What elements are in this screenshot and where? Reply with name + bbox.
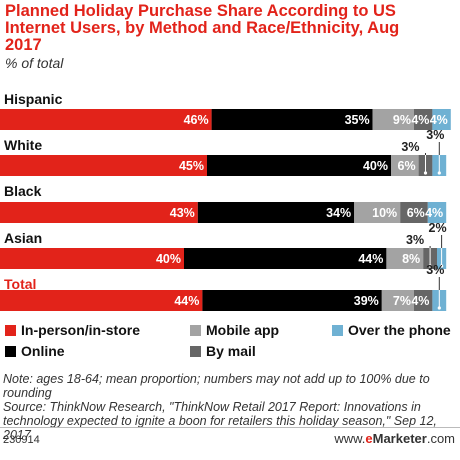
- leader-dot-total-over-the-phone: [437, 306, 441, 310]
- legend-label-online: Online: [21, 343, 65, 359]
- bar-hispanic-in-person-in-store: [0, 109, 212, 130]
- brand-name: Marketer: [372, 431, 427, 446]
- value-label-black-by-mail: 6%: [407, 206, 425, 220]
- legend-item-by-mail: By mail: [190, 343, 256, 359]
- leader-dot-asian-by-mail: [428, 264, 432, 268]
- legend-item-over-the-phone: Over the phone: [332, 322, 451, 338]
- chart-subtitle: % of total: [5, 55, 64, 71]
- category-label-white: White: [4, 137, 42, 153]
- legend-swatch-by-mail: [190, 345, 201, 357]
- value-label-total-online: 39%: [354, 294, 379, 308]
- legend-label-by-mail: By mail: [206, 343, 256, 359]
- value-label-white-online: 40%: [363, 159, 388, 173]
- value-label-hispanic-by-mail: 4%: [411, 113, 429, 127]
- source-text: Source: ThinkNow Research, "ThinkNow Ret…: [3, 400, 437, 442]
- value-label-asian-in-person-in-store: 40%: [156, 252, 181, 266]
- legend-swatch-in-person: [5, 324, 16, 336]
- value-label-asian-over-the-phone: 2%: [429, 221, 447, 235]
- value-label-total-mobile-app: 7%: [393, 294, 411, 308]
- value-label-black-mobile-app: 10%: [372, 206, 397, 220]
- value-label-total-over-the-phone: 3%: [426, 263, 444, 277]
- value-label-black-in-person-in-store: 43%: [170, 206, 195, 220]
- bar-black-by-mail: [400, 202, 428, 223]
- chart-id: 230914: [3, 434, 40, 446]
- note-text: Note: ages 18-64; mean proportion; numbe…: [3, 372, 430, 400]
- legend-item-in-person: In-person/in-store: [5, 322, 140, 338]
- brand-link[interactable]: www.eMarketer.com: [334, 431, 455, 446]
- value-label-hispanic-online: 35%: [345, 113, 370, 127]
- value-label-hispanic-over-the-phone: 4%: [430, 113, 448, 127]
- leader-dot-asian-over-the-phone: [440, 264, 444, 268]
- legend-label-in-person: In-person/in-store: [21, 322, 141, 338]
- brand-suffix: .com: [426, 431, 455, 446]
- leader-dot-white-over-the-phone: [437, 171, 441, 175]
- leader-dot-white-by-mail: [423, 171, 428, 175]
- value-label-white-mobile-app: 6%: [398, 159, 416, 173]
- bar-asian-mobile-app: [386, 248, 424, 269]
- bar-black-online: [197, 202, 355, 223]
- footer-divider: [0, 427, 460, 428]
- value-label-asian-online: 44%: [358, 252, 383, 266]
- bar-white-in-person-in-store: [0, 155, 207, 176]
- legend-item-online: Online: [5, 343, 65, 359]
- bar-black-over-the-phone: [427, 202, 447, 223]
- bar-white-online: [207, 155, 391, 176]
- bar-black-mobile-app: [354, 202, 401, 223]
- brand-e: e: [365, 431, 373, 446]
- value-label-black-over-the-phone: 4%: [425, 206, 443, 220]
- bar-hispanic-by-mail: [414, 109, 433, 130]
- value-label-hispanic-in-person-in-store: 46%: [184, 113, 209, 127]
- category-label-hispanic: Hispanic: [4, 91, 63, 107]
- value-label-asian-mobile-app: 8%: [402, 252, 420, 266]
- legend-swatch-online: [5, 345, 16, 357]
- bar-total-mobile-app: [381, 290, 414, 311]
- bar-total-in-person-in-store: [0, 290, 203, 311]
- value-label-total-in-person-in-store: 44%: [174, 294, 199, 308]
- value-label-black-online: 34%: [326, 206, 351, 220]
- legend-swatch-mobile-app: [190, 324, 201, 336]
- legend-label-over-the-phone: Over the phone: [348, 322, 451, 338]
- value-label-white-in-person-in-store: 45%: [179, 159, 204, 173]
- value-label-white-over-the-phone: 3%: [426, 128, 444, 142]
- legend-item-mobile-app: Mobile app: [190, 322, 279, 338]
- bar-total-online: [202, 290, 382, 311]
- category-label-total: Total: [4, 276, 36, 292]
- category-label-black: Black: [4, 183, 42, 199]
- value-label-total-by-mail: 4%: [411, 294, 429, 308]
- category-label-asian: Asian: [4, 230, 42, 246]
- bar-asian-online: [184, 248, 387, 269]
- legend-swatch-over-the-phone: [332, 324, 343, 336]
- brand-prefix: www.: [334, 431, 366, 446]
- value-label-asian-by-mail: 3%: [406, 233, 424, 247]
- bar-hispanic-over-the-phone: [432, 109, 451, 130]
- bar-white-mobile-app: [391, 155, 419, 176]
- legend-label-mobile-app: Mobile app: [206, 322, 280, 338]
- value-label-hispanic-mobile-app: 9%: [393, 113, 411, 127]
- chart-title: Planned Holiday Purchase Share According…: [5, 2, 400, 54]
- bar-total-by-mail: [414, 290, 433, 311]
- bar-asian-in-person-in-store: [0, 248, 184, 269]
- bar-hispanic-online: [211, 109, 373, 130]
- value-label-white-by-mail: 3%: [401, 140, 419, 154]
- bar-hispanic-mobile-app: [372, 109, 414, 130]
- chart-notes: Note: ages 18-64; mean proportion; numbe…: [3, 372, 458, 442]
- bar-black-in-person-in-store: [0, 202, 198, 223]
